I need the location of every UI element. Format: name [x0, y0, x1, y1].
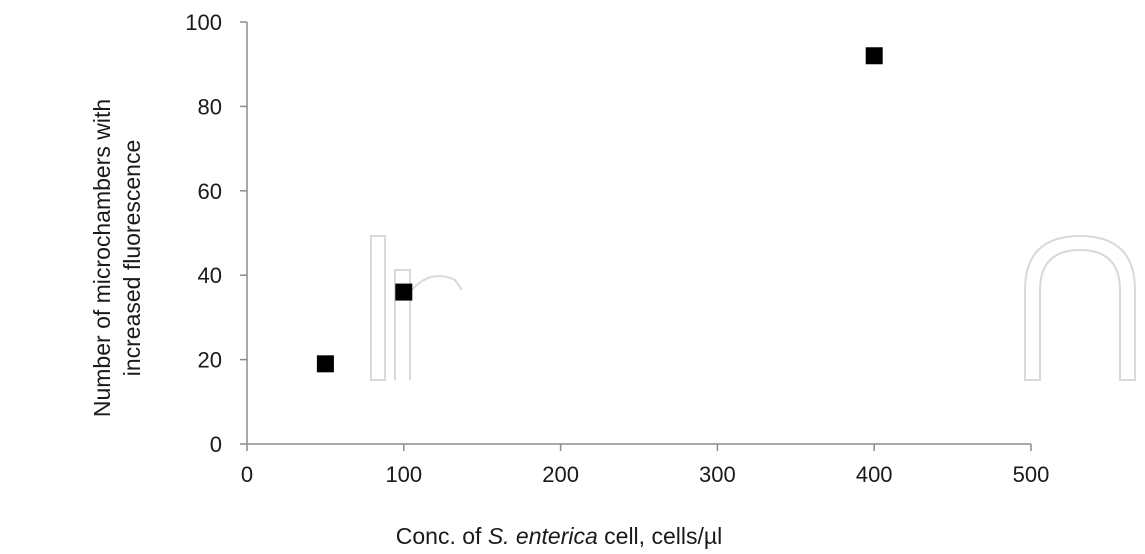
- y-tick-label: 20: [198, 348, 222, 373]
- y-tick-label: 100: [185, 10, 222, 35]
- y-axis-title-line: Number of microchambers with: [89, 99, 115, 417]
- y-tick-label: 40: [198, 263, 222, 288]
- data-point-marker: [395, 283, 413, 301]
- x-axis-ticks: 0 100 200 300 400 500: [241, 444, 1049, 487]
- x-tick-label: 500: [1013, 462, 1050, 487]
- y-axis-title: Number of microchambers with increased fl…: [89, 99, 145, 417]
- x-tick-label: 0: [241, 462, 253, 487]
- data-point-marker: [865, 47, 883, 65]
- data-points: [316, 47, 883, 373]
- y-tick-label: 60: [198, 179, 222, 204]
- y-axis-ticks: 0 20 40 60 80 100: [185, 10, 247, 457]
- x-tick-label: 300: [699, 462, 736, 487]
- x-tick-label: 200: [542, 462, 579, 487]
- x-tick-label: 100: [385, 462, 422, 487]
- x-axis-title: Conc. of S. enterica cell, cells/µl: [396, 523, 722, 549]
- y-tick-label: 80: [198, 94, 222, 119]
- x-tick-label: 400: [856, 462, 893, 487]
- y-axis-title-line: increased fluorescence: [119, 140, 145, 377]
- y-tick-label: 0: [210, 432, 222, 457]
- watermark: [370, 234, 1136, 381]
- data-point-marker: [316, 355, 334, 373]
